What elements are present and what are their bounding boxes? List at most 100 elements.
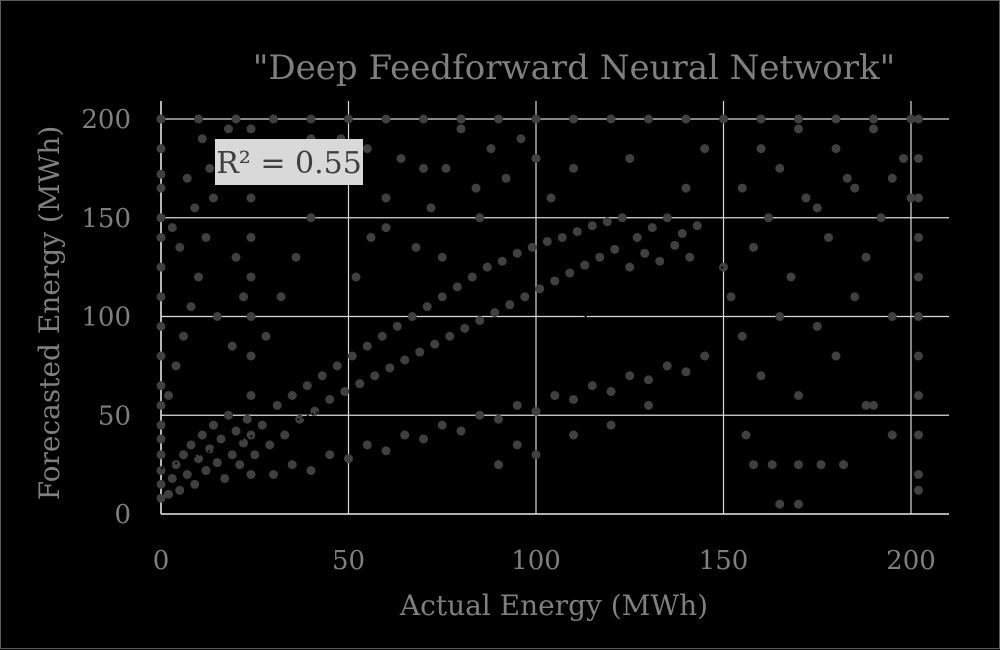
data-point [490,308,500,318]
data-point [749,460,758,470]
x-tick-label: 150 [699,546,749,576]
data-point [437,252,447,262]
data-point [156,233,166,242]
data-point [569,114,578,124]
data-point [531,154,541,163]
data-point [516,134,526,144]
data-point [557,233,567,242]
data-point [632,233,642,242]
data-point [190,479,200,489]
data-point [681,367,691,377]
data-point [850,183,860,193]
data-point [422,302,432,312]
data-point [212,458,222,468]
data-point [595,252,605,262]
data-point [287,391,297,400]
x-tick-label: 200 [886,546,936,576]
data-point [831,351,841,361]
data-point [231,426,241,436]
data-point [512,440,522,450]
data-point [475,315,485,325]
data-point [692,221,702,231]
data-point [756,144,766,154]
data-point [182,173,192,183]
data-point [587,381,597,391]
data-point [887,312,897,321]
data-point [411,242,421,252]
data-point [794,460,803,470]
data-point [486,144,496,154]
data-point [156,351,166,361]
data-point [587,221,597,231]
data-point [914,351,923,361]
data-point [681,114,691,124]
data-point [209,420,218,430]
data-point [869,114,878,124]
data-point [850,292,860,302]
data-point [362,341,372,351]
data-point [737,183,747,193]
data-point [914,114,923,124]
data-point [625,262,635,272]
x-axis-label: Actual Energy (MWh) [399,589,708,622]
data-point [914,391,923,400]
data-point [400,355,410,365]
data-point [231,252,241,262]
data-point [749,242,758,252]
data-point [494,414,503,424]
data-point [812,203,822,213]
data-point [644,375,653,385]
data-point [914,272,923,282]
data-point [272,400,282,410]
data-point [164,391,173,400]
data-point [156,479,166,489]
data-point [512,248,522,258]
data-point [246,272,256,282]
data-point [239,438,248,448]
data-point [677,229,687,239]
data-point [351,272,361,282]
data-point [662,213,672,223]
data-point [269,470,278,479]
data-point [209,193,218,203]
data-point [332,361,342,371]
data-point [831,144,841,154]
data-point [726,292,736,302]
data-point [224,124,233,134]
data-point [276,292,286,302]
x-tick-label: 50 [332,546,365,576]
data-point [700,144,710,154]
data-point [194,454,203,464]
data-point [201,466,211,476]
data-point [494,114,503,124]
data-point [824,233,833,242]
data-point [291,252,301,262]
data-point [794,124,803,134]
data-point [171,460,181,470]
data-point [246,233,256,242]
data-point [396,154,406,163]
data-point [175,485,185,495]
data-point [681,183,691,193]
y-tick-label: 200 [81,105,131,135]
data-point [625,154,635,163]
data-point [419,114,428,124]
data-point [392,321,402,331]
data-point [344,114,353,124]
x-tick-label: 100 [511,546,561,576]
data-point [227,450,237,460]
data-point [156,213,166,223]
y-tick-label: 150 [81,204,131,234]
data-point [167,223,177,233]
data-point [737,331,747,341]
data-point [400,430,410,440]
data-point [617,213,627,223]
data-point [156,262,166,272]
data-point [869,400,878,410]
data-point [475,410,485,420]
data-point [212,312,222,321]
r-squared-box [215,139,363,185]
data-point [456,426,466,436]
data-point [156,183,166,193]
data-point [224,410,233,420]
